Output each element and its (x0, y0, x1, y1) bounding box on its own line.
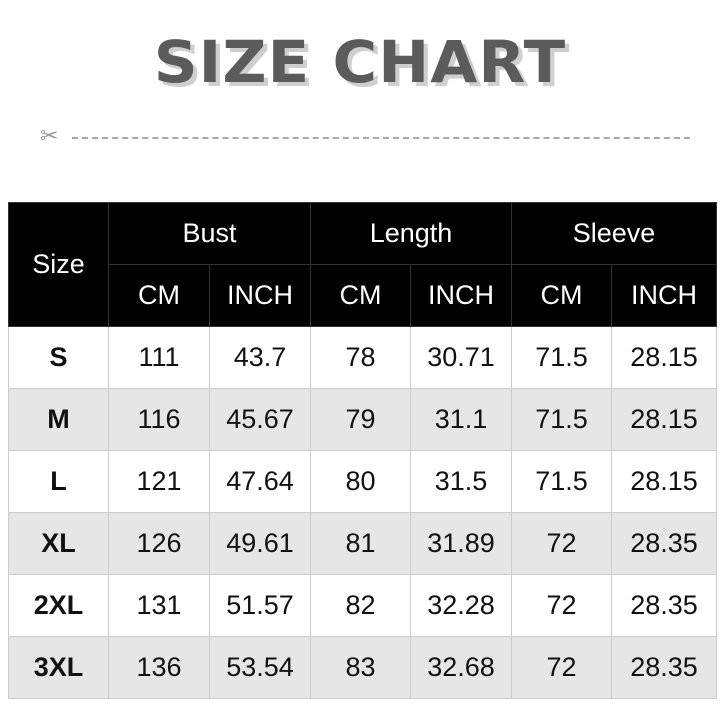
header-sleeve: Sleeve (511, 202, 717, 265)
header-length: Length (310, 202, 512, 265)
value-cell: 131 (108, 574, 210, 637)
value-cell: 82 (310, 574, 411, 637)
value-cell: 28.35 (611, 636, 717, 699)
value-cell: 28.15 (611, 326, 717, 389)
header-size: Size (8, 202, 109, 327)
table-row: L 121 47.64 80 31.5 71.5 28.15 (8, 450, 717, 513)
cut-line: ✂ (40, 123, 690, 148)
table-row: 2XL 131 51.57 82 32.28 72 28.35 (8, 574, 717, 637)
header-unit: CM (108, 264, 210, 327)
value-cell: 136 (108, 636, 210, 699)
value-cell: 111 (108, 326, 210, 389)
header-bust: Bust (108, 202, 311, 265)
value-cell: 71.5 (511, 388, 612, 451)
value-cell: 79 (310, 388, 411, 451)
value-cell: 30.71 (410, 326, 512, 389)
value-cell: 28.35 (611, 512, 717, 575)
header-unit: INCH (410, 264, 512, 327)
size-cell: L (8, 450, 109, 513)
value-cell: 51.57 (209, 574, 311, 637)
value-cell: 28.35 (611, 574, 717, 637)
dashed-divider (72, 137, 690, 139)
value-cell: 116 (108, 388, 210, 451)
table-row: 3XL 136 53.54 83 32.68 72 28.35 (8, 636, 717, 699)
size-cell: 2XL (8, 574, 109, 637)
value-cell: 121 (108, 450, 210, 513)
value-cell: 80 (310, 450, 411, 513)
value-cell: 32.68 (410, 636, 512, 699)
header-unit: INCH (209, 264, 311, 327)
value-cell: 71.5 (511, 450, 612, 513)
value-cell: 72 (511, 574, 612, 637)
size-cell: S (8, 326, 109, 389)
header-unit: CM (310, 264, 411, 327)
value-cell: 45.67 (209, 388, 311, 451)
value-cell: 31.1 (410, 388, 512, 451)
value-cell: 71.5 (511, 326, 612, 389)
value-cell: 32.28 (410, 574, 512, 637)
value-cell: 28.15 (611, 450, 717, 513)
scissors-icon: ✂ (40, 123, 59, 148)
size-cell: XL (8, 512, 109, 575)
page-title: SIZE CHART (153, 28, 567, 96)
table-row: S 111 43.7 78 30.71 71.5 28.15 (8, 326, 717, 389)
value-cell: 78 (310, 326, 411, 389)
value-cell: 43.7 (209, 326, 311, 389)
table-row: XL 126 49.61 81 31.89 72 28.35 (8, 512, 717, 575)
value-cell: 72 (511, 512, 612, 575)
size-cell: 3XL (8, 636, 109, 699)
value-cell: 53.54 (209, 636, 311, 699)
size-table: Size Bust Length Sleeve CM INCH CM INCH … (8, 202, 717, 699)
size-cell: M (8, 388, 109, 451)
value-cell: 126 (108, 512, 210, 575)
table-row: M 116 45.67 79 31.1 71.5 28.15 (8, 388, 717, 451)
value-cell: 47.64 (209, 450, 311, 513)
value-cell: 31.89 (410, 512, 512, 575)
value-cell: 49.61 (209, 512, 311, 575)
value-cell: 81 (310, 512, 411, 575)
value-cell: 28.15 (611, 388, 717, 451)
value-cell: 31.5 (410, 450, 512, 513)
header-unit: CM (511, 264, 612, 327)
header-unit: INCH (611, 264, 717, 327)
value-cell: 83 (310, 636, 411, 699)
value-cell: 72 (511, 636, 612, 699)
